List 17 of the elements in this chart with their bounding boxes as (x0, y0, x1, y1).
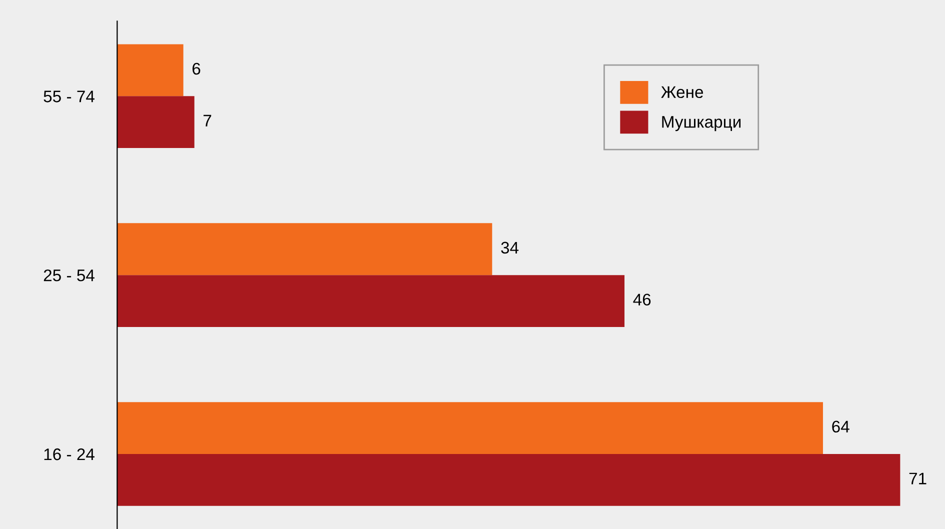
bar (117, 454, 900, 506)
bar (117, 402, 823, 454)
legend-label: Мушкарци (662, 116, 741, 132)
data-label: 46 (633, 294, 651, 306)
legend-label: Жене (661, 86, 704, 98)
bar (117, 223, 492, 276)
bar (117, 44, 184, 96)
data-label: 7 (204, 114, 212, 126)
y-tick-label: 55 - 74 (44, 90, 94, 102)
bar (117, 275, 624, 327)
y-tick-label: 16 - 24 (44, 448, 94, 460)
bar (117, 96, 194, 148)
data-label: 34 (501, 242, 519, 254)
data-label: 64 (832, 420, 850, 433)
data-label: 71 (909, 472, 926, 484)
data-label: 6 (192, 62, 200, 75)
y-tick-label: 25 - 54 (44, 269, 94, 282)
